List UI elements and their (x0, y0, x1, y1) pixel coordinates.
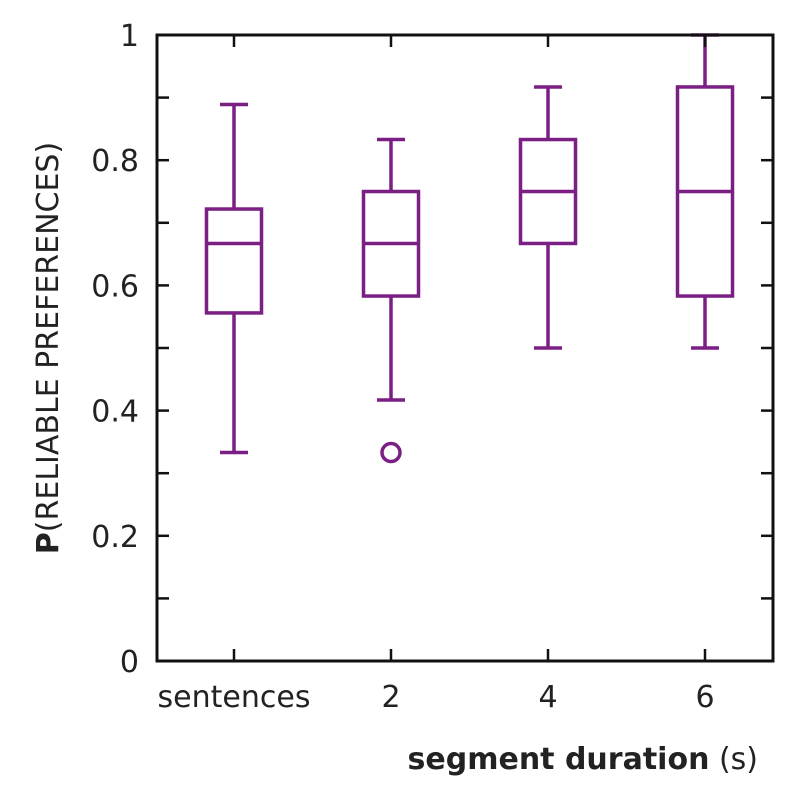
box-0 (204, 102, 264, 455)
box-3 (675, 33, 735, 350)
labels-layer: 0 0.2 0.4 0.6 0.8 1 sentences 2 4 6 (91, 19, 714, 715)
y-axis-title: P(RELIABLE PREFERENCES) (31, 142, 66, 554)
x-tick-label: sentences (158, 680, 311, 715)
ticks-layer (157, 33, 773, 663)
x-axis-title-bold: segment duration (408, 742, 710, 777)
x-tick-label: 6 (695, 680, 714, 715)
y-axis-title-rest: (RELIABLE PREFERENCES) (31, 142, 66, 532)
y-tick-label: 0.6 (91, 269, 139, 304)
y-tick-label: 0.4 (91, 395, 139, 430)
plot-frame (155, 33, 775, 663)
y-axis-title-bold: P (31, 532, 66, 554)
x-axis-title: segment duration (s) (408, 742, 758, 777)
y-tick-label: 0 (120, 645, 139, 680)
y-tick-label: 1 (120, 19, 139, 54)
outlier-point (380, 441, 402, 464)
y-tick-label: 0.8 (91, 144, 139, 179)
x-tick-label: 2 (381, 680, 400, 715)
x-axis-title-unit: (s) (709, 742, 758, 777)
y-tick-label: 0.2 (91, 520, 139, 555)
box-2 (518, 85, 578, 350)
box-1 (361, 137, 421, 464)
iqr-box (204, 207, 264, 315)
x-tick-label: 4 (538, 680, 557, 715)
boxes-layer (204, 33, 735, 464)
